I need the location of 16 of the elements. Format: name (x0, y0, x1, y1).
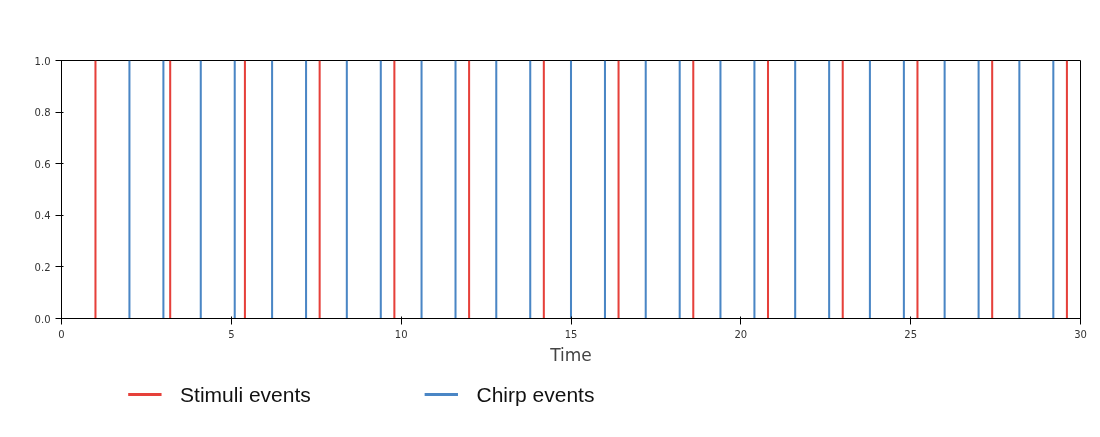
x-tick-label: 20 (734, 328, 748, 340)
y-tick-label: 1.0 (34, 55, 51, 67)
legend-label: Chirp events (476, 383, 595, 406)
y-tick-label: 0.8 (34, 107, 51, 119)
y-tick-label: 0.4 (34, 210, 51, 222)
x-tick-label: 15 (564, 328, 578, 340)
x-tick-label: 25 (904, 328, 918, 340)
x-tick-label: 30 (1074, 328, 1087, 340)
x-tick-label: 0 (58, 328, 65, 340)
x-tick-label: 10 (394, 328, 408, 340)
legend-label: Stimuli events (180, 383, 311, 406)
x-tick-label: 5 (228, 328, 235, 340)
y-tick-label: 0.2 (34, 261, 51, 273)
y-tick-label: 0.0 (34, 313, 51, 325)
x-axis-title: Time (549, 344, 592, 365)
y-tick-label: 0.6 (34, 158, 51, 170)
